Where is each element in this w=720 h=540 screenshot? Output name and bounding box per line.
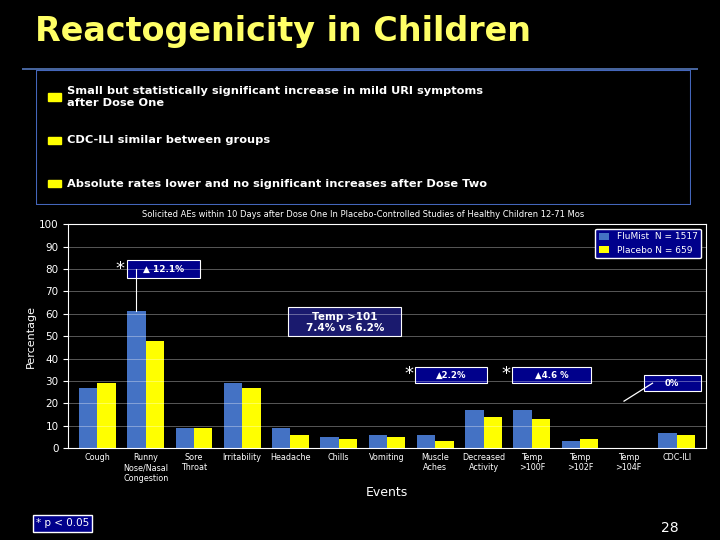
Text: Absolute rates lower and no significant increases after Dose Two: Absolute rates lower and no significant …	[68, 179, 487, 188]
Bar	[127, 312, 145, 448]
Text: Temp >101: Temp >101	[312, 312, 378, 322]
Text: * p < 0.05: * p < 0.05	[36, 518, 89, 529]
Legend: FluMist  N = 1517, Placebo N = 659: FluMist N = 1517, Placebo N = 659	[595, 228, 701, 258]
Bar	[97, 383, 116, 448]
Bar	[320, 437, 338, 448]
Bar	[290, 435, 309, 448]
Text: CDC-ILI similar between groups: CDC-ILI similar between groups	[68, 136, 271, 145]
Bar	[176, 428, 194, 448]
Bar	[387, 437, 405, 448]
Text: 28: 28	[661, 521, 678, 535]
Bar	[484, 417, 502, 448]
Bar	[272, 428, 290, 448]
Bar	[436, 442, 454, 448]
Text: *: *	[115, 260, 124, 278]
FancyBboxPatch shape	[127, 260, 199, 278]
Bar	[48, 180, 61, 187]
Bar	[79, 388, 97, 448]
X-axis label: Events: Events	[366, 485, 408, 498]
Text: *: *	[501, 365, 510, 383]
FancyBboxPatch shape	[415, 367, 487, 383]
Bar	[417, 435, 436, 448]
Bar	[224, 383, 242, 448]
Bar	[677, 435, 695, 448]
Bar	[658, 433, 677, 448]
Text: ▲2.2%: ▲2.2%	[436, 371, 467, 380]
Bar	[580, 439, 598, 448]
Text: ▲ 12.1%: ▲ 12.1%	[143, 265, 184, 273]
Bar	[562, 442, 580, 448]
Bar	[338, 439, 357, 448]
Bar	[48, 137, 61, 144]
Bar	[194, 428, 212, 448]
Bar	[242, 388, 261, 448]
Bar	[48, 93, 61, 101]
Y-axis label: Percentage: Percentage	[26, 305, 36, 368]
Bar	[145, 341, 164, 448]
Text: Solicited AEs within 10 Days after Dose One In Placebo-Controlled Studies of Hea: Solicited AEs within 10 Days after Dose …	[143, 210, 585, 219]
Bar	[465, 410, 484, 448]
FancyBboxPatch shape	[511, 367, 591, 383]
Text: 0%: 0%	[665, 379, 680, 388]
Text: 7.4% vs 6.2%: 7.4% vs 6.2%	[306, 323, 384, 333]
FancyBboxPatch shape	[644, 375, 701, 391]
Text: *: *	[405, 365, 414, 383]
Bar	[513, 410, 532, 448]
Text: Reactogenicity in Children: Reactogenicity in Children	[35, 15, 531, 48]
Bar	[532, 419, 550, 448]
Text: Small but statistically significant increase in mild URI symptoms
after Dose One: Small but statistically significant incr…	[68, 86, 483, 109]
Bar	[369, 435, 387, 448]
Text: ▲4.6 %: ▲4.6 %	[535, 371, 568, 380]
FancyBboxPatch shape	[288, 307, 402, 336]
